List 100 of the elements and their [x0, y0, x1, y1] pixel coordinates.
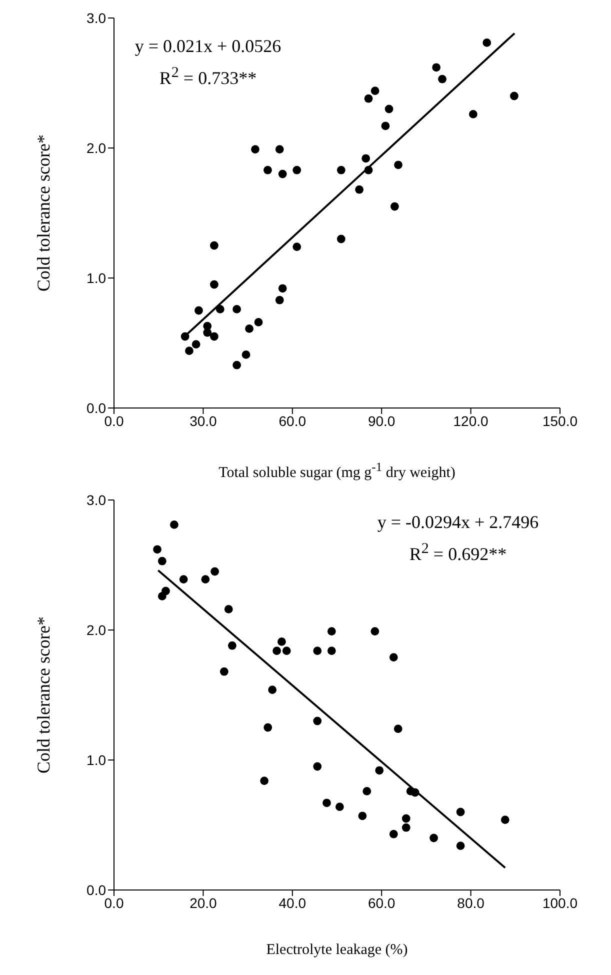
point — [158, 556, 166, 566]
point — [362, 787, 372, 796]
point — [242, 350, 250, 359]
point — [264, 723, 272, 732]
point — [402, 814, 410, 823]
point — [278, 170, 287, 178]
point — [292, 166, 302, 174]
point — [275, 296, 284, 304]
annotation: y = -0.0294x + 2.7496 — [377, 512, 539, 533]
point — [220, 667, 228, 676]
point — [456, 842, 465, 850]
y-tick-label: 0.0 — [86, 882, 106, 898]
point — [402, 823, 410, 832]
y-tick-label: 2.0 — [86, 622, 106, 638]
point — [277, 638, 286, 646]
x-tick-label: 20.0 — [190, 894, 218, 911]
point — [210, 332, 218, 341]
point — [272, 646, 281, 655]
point — [389, 653, 398, 662]
point — [482, 38, 492, 47]
point — [162, 586, 170, 596]
point — [224, 605, 233, 614]
x-tick-label: 60.0 — [368, 894, 396, 911]
y-axis-title: Cold tolerance score* — [34, 134, 54, 292]
point — [251, 145, 260, 154]
x-tick-label: 100.0 — [542, 894, 578, 911]
point — [313, 646, 322, 655]
y-tick-label: 1.0 — [86, 752, 106, 768]
point — [364, 94, 373, 103]
annotation: y = 0.021x + 0.0526 — [134, 36, 282, 57]
point — [322, 798, 331, 808]
point — [245, 324, 254, 333]
point — [180, 332, 190, 341]
x-tick-label: 30.0 — [190, 412, 218, 429]
point — [362, 154, 370, 163]
x-tick-label: 0.0 — [104, 412, 124, 429]
point — [153, 545, 162, 554]
annotation: R$^{2}$ = 0.692** — [409, 541, 507, 565]
annotation: R$^{2}$ = 0.733** — [159, 65, 257, 89]
point — [410, 788, 420, 797]
point — [192, 340, 200, 348]
y-tick-label: 0.0 — [86, 400, 106, 416]
point — [510, 92, 518, 100]
point — [355, 185, 364, 194]
point — [268, 686, 277, 694]
x-axis-title: Electrolyte leakage (%) — [266, 942, 408, 959]
x-tick-label: 120.0 — [453, 412, 489, 429]
y-tick-label: 3.0 — [86, 10, 106, 26]
point — [185, 346, 194, 355]
point — [210, 280, 218, 289]
y-tick-label: 2.0 — [86, 140, 106, 156]
point — [327, 627, 336, 636]
point — [216, 305, 224, 314]
x-tick-label: 90.0 — [368, 412, 396, 429]
point — [438, 74, 446, 84]
x-tick-label: 0.0 — [104, 894, 124, 911]
x-tick-label: 150.0 — [542, 412, 578, 429]
point — [179, 575, 188, 584]
point — [370, 86, 380, 95]
point — [254, 318, 263, 326]
point — [327, 646, 336, 655]
point — [201, 575, 210, 584]
point — [292, 242, 302, 251]
point — [210, 241, 218, 250]
point — [282, 646, 291, 655]
point — [370, 627, 380, 636]
y-tick-label: 3.0 — [86, 492, 106, 508]
point — [394, 160, 402, 170]
point — [430, 834, 438, 842]
x-tick-label: 60.0 — [278, 412, 306, 429]
point — [313, 762, 322, 771]
x-tick-label: 80.0 — [457, 894, 485, 911]
point — [456, 808, 465, 816]
point — [210, 567, 219, 576]
point — [381, 122, 390, 130]
point — [278, 284, 287, 293]
point — [232, 305, 241, 314]
point — [375, 766, 384, 775]
point — [394, 724, 402, 733]
point — [228, 641, 236, 650]
point — [232, 360, 241, 370]
point — [384, 104, 394, 114]
point — [500, 816, 510, 824]
point — [194, 306, 203, 315]
point — [336, 234, 346, 244]
point — [432, 63, 441, 72]
point — [336, 166, 346, 174]
point — [260, 776, 268, 785]
point — [364, 166, 373, 174]
point — [389, 830, 398, 838]
x-axis-title: Total soluble sugar (mg g$^{-1}$ dry weight) — [218, 460, 456, 482]
x-tick-label: 40.0 — [278, 894, 306, 911]
y-tick-label: 1.0 — [86, 270, 106, 286]
y-axis-title: Cold tolerance score* — [34, 616, 54, 774]
point — [358, 812, 367, 820]
point — [275, 145, 284, 154]
point — [335, 802, 344, 811]
point — [468, 110, 478, 118]
point — [264, 166, 272, 174]
point — [390, 202, 399, 211]
